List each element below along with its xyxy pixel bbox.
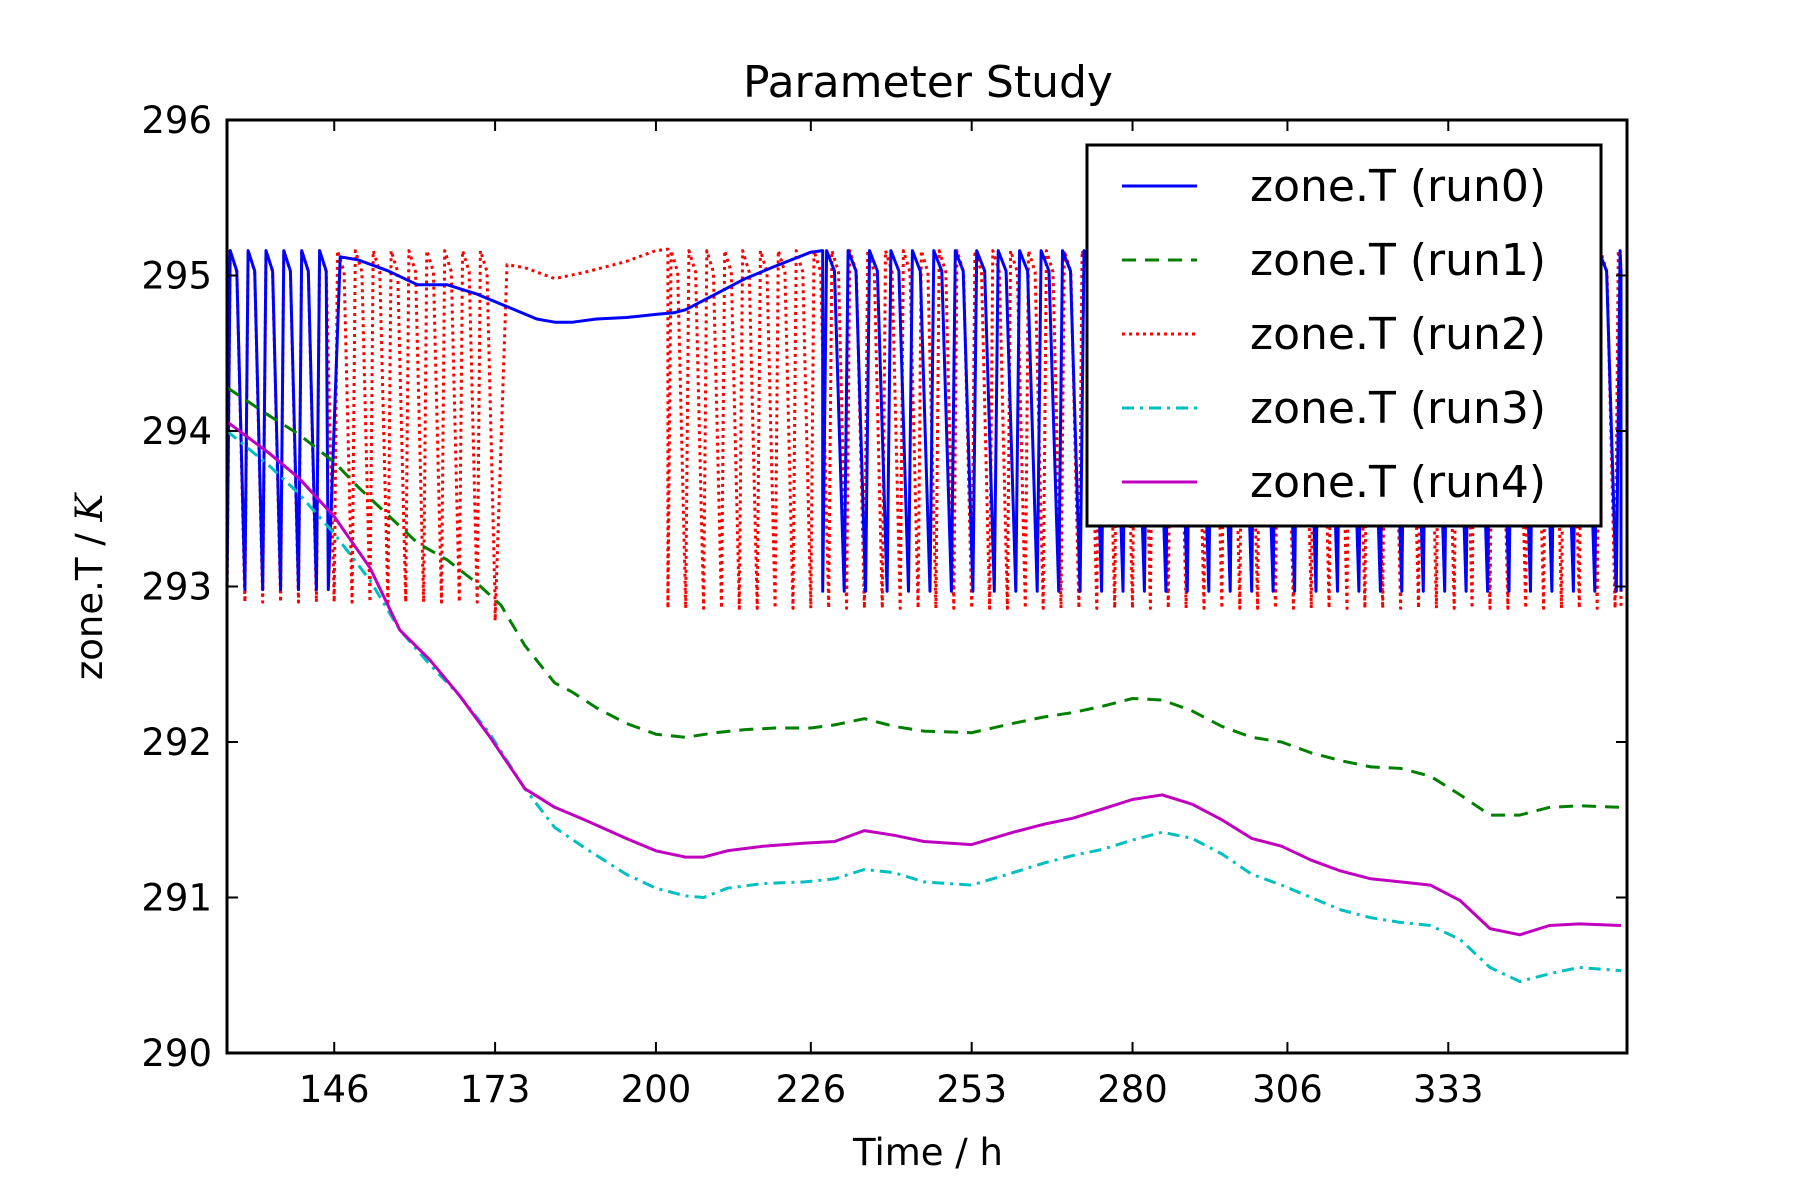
x-tick-label: 333 (1413, 1068, 1484, 1111)
legend-label-run1: zone.T (run1) (1250, 235, 1546, 286)
axes-layer: 146 173 200 226 253 280 306 333 290 291 292 293 294 2… (141, 99, 1629, 1111)
y-tick-label: 291 (141, 877, 212, 920)
chart-title: Parameter Study (743, 57, 1113, 108)
legend: zone.T (run0) zone.T (run1) zone.T (run2) z… (1085, 143, 1603, 528)
y-tick-label: 292 (141, 721, 212, 764)
legend-label-run3: zone.T (run3) (1250, 383, 1546, 434)
x-axis-label: Time / h (852, 1131, 1003, 1174)
y-tick-label: 290 (141, 1032, 212, 1075)
legend-label-run0: zone.T (run0) (1250, 161, 1546, 212)
x-tick-label: 146 (299, 1068, 370, 1111)
y-tick-label: 295 (141, 255, 212, 298)
y-tick-label: 293 (141, 566, 212, 609)
series-line-run2 (227, 247, 1623, 623)
y-tick-label: 294 (141, 410, 212, 453)
legend-label-run2: zone.T (run2) (1250, 309, 1546, 360)
x-tick-label: 226 (776, 1068, 847, 1111)
series-line-run1 (227, 386, 1622, 817)
x-tick-label: 253 (936, 1068, 1007, 1111)
y-axis-label: zone.T / K (68, 492, 111, 681)
x-tick-label: 306 (1252, 1068, 1323, 1111)
x-tick-label: 200 (621, 1068, 692, 1111)
y-axis-label-prefix: zone.T / (68, 522, 111, 681)
x-tick-label: 173 (460, 1068, 531, 1111)
x-tick-label: 280 (1097, 1068, 1168, 1111)
y-tick-label: 296 (141, 99, 212, 142)
legend-label-run4: zone.T (run4) (1250, 457, 1546, 508)
series-line-run4 (227, 420, 1622, 937)
y-axis-label-unit: K (68, 492, 111, 523)
